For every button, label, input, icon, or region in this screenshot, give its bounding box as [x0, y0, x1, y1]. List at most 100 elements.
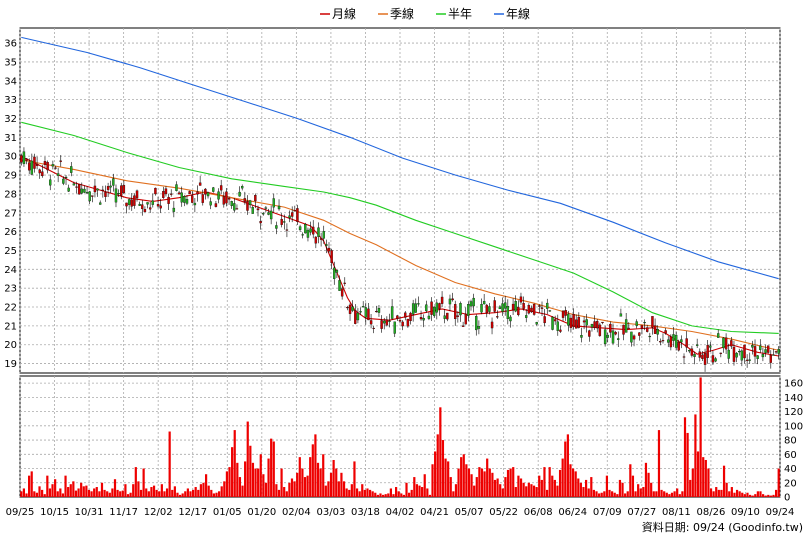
volume-bar — [639, 488, 642, 497]
candle-body — [769, 355, 772, 363]
volume-bar — [514, 487, 517, 497]
volume-bar — [496, 478, 499, 497]
candle-body — [262, 213, 265, 215]
ma-line-2 — [21, 121, 779, 334]
candle-body — [275, 225, 278, 229]
candle-body — [753, 346, 757, 357]
volume-bar — [410, 489, 413, 497]
candle-body — [227, 197, 231, 200]
volume-bar — [228, 467, 231, 497]
candle-body — [109, 185, 112, 188]
candle-body — [54, 167, 57, 169]
candle-body — [330, 250, 333, 264]
candle-body — [91, 195, 94, 197]
candle-body — [383, 320, 386, 324]
candle-body — [141, 204, 144, 210]
candle-body — [267, 212, 270, 215]
candle-body — [482, 301, 486, 305]
candle-body — [122, 185, 126, 194]
volume-bar — [134, 467, 137, 497]
volume-bar — [345, 488, 348, 497]
candle-body — [388, 320, 391, 322]
candle-body — [743, 344, 746, 359]
volume-bar — [613, 492, 616, 497]
volume-bar — [280, 468, 283, 497]
volume-bar — [447, 461, 450, 497]
candle-body — [514, 301, 517, 312]
volume-bar — [116, 489, 119, 497]
candle-body — [33, 156, 36, 169]
candle-body — [396, 315, 399, 319]
volume-bar — [431, 464, 434, 497]
x-tick-label: 09/24 — [766, 507, 795, 518]
candle-body — [527, 305, 531, 314]
volume-bar — [571, 468, 575, 497]
candle-body — [117, 193, 120, 195]
volume-bar — [767, 494, 770, 497]
candle-body — [254, 195, 257, 202]
volume-bar — [374, 492, 377, 497]
volume-bar — [551, 475, 554, 497]
candle-body — [301, 234, 304, 236]
candle-body — [280, 218, 283, 225]
volume-bar — [722, 465, 726, 497]
volume-bar — [535, 487, 538, 497]
volume-bar — [582, 487, 585, 497]
candle-body — [219, 185, 223, 191]
candle-body — [598, 324, 602, 336]
volume-bar — [449, 477, 452, 497]
x-tick-label: 01/20 — [247, 507, 276, 518]
legend-label-1: 季線 — [390, 6, 414, 21]
candle-body — [548, 310, 552, 312]
volume-bar — [126, 494, 130, 497]
volume-bar — [665, 492, 668, 497]
candle-body — [319, 238, 323, 240]
x-tick-label: 07/27 — [627, 507, 656, 518]
x-tick-label: 08/11 — [662, 507, 691, 518]
volume-bar — [733, 492, 736, 497]
volume-bar — [402, 494, 406, 497]
volume-bar — [72, 481, 75, 497]
volume-bar — [290, 478, 294, 497]
volume-bar — [629, 464, 632, 497]
candle-body — [180, 192, 183, 203]
volume-bar — [98, 491, 101, 497]
volume-tick-label: 80 — [784, 436, 797, 447]
volume-bar — [738, 491, 741, 497]
volume-bar — [311, 444, 314, 497]
volume-bar — [725, 482, 728, 497]
volume-bar — [337, 481, 340, 497]
volume-tick-label: 0 — [784, 493, 790, 504]
volume-bar — [579, 482, 582, 497]
volume-bar — [322, 454, 325, 497]
candle-body — [201, 194, 204, 203]
volume-bar — [480, 468, 484, 497]
candle-body — [164, 188, 168, 195]
volume-bar — [624, 493, 627, 497]
volume-bar — [184, 491, 187, 497]
volume-bar — [532, 485, 536, 497]
x-axis-dates: 09/25 10/15 10/31 11/17 12/02 12/17 01/05 01/20… — [6, 507, 795, 518]
candle-body — [38, 169, 41, 174]
volume-bar — [238, 477, 242, 497]
volume-bar — [111, 488, 114, 497]
volume-bar — [246, 421, 249, 497]
candle-body — [183, 196, 186, 203]
volume-bar — [696, 451, 700, 497]
candle-body — [135, 190, 139, 199]
volume-bar — [761, 494, 765, 497]
x-tick-label: 11/17 — [109, 507, 138, 518]
candle-body — [525, 315, 528, 318]
x-tick-label: 06/24 — [558, 507, 587, 518]
candle-body — [62, 178, 65, 184]
volume-bar — [207, 485, 210, 497]
volume-bar — [301, 468, 304, 497]
candle-body — [348, 304, 352, 314]
candle-body — [724, 337, 728, 350]
volume-bar — [457, 468, 460, 497]
volume-bar — [730, 487, 733, 497]
candle-body — [438, 303, 441, 310]
candle-body — [501, 303, 504, 312]
candle-body — [393, 321, 396, 334]
candle-body — [427, 315, 431, 319]
